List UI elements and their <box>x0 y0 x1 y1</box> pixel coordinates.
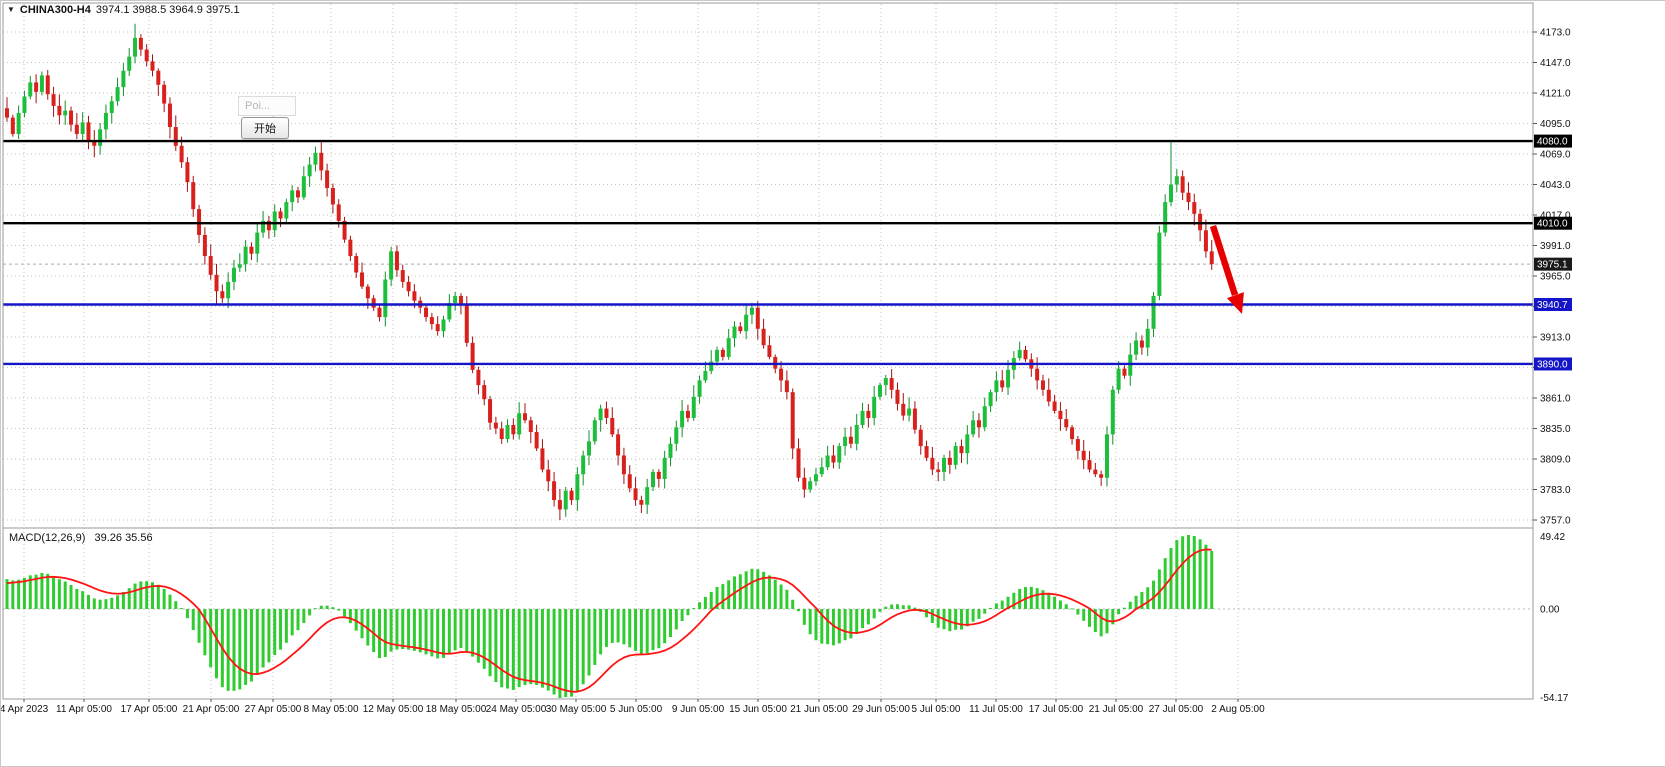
svg-text:15 Jun 05:00: 15 Jun 05:00 <box>729 704 787 715</box>
svg-text:3940.7: 3940.7 <box>1537 300 1568 311</box>
svg-text:3861.0: 3861.0 <box>1540 394 1571 405</box>
popup-truncated-text: Poi... <box>238 96 296 116</box>
svg-text:17 Jul 05:00: 17 Jul 05:00 <box>1029 704 1084 715</box>
price-axis[interactable]: 4173.0 4147.0 4121.0 4095.0 4069.0 4043.0 4017… <box>1533 28 1572 527</box>
macd-values: 39.26 35.56 <box>94 532 153 544</box>
svg-text:21 Jul 05:00: 21 Jul 05:00 <box>1089 704 1144 715</box>
svg-text:3890.0: 3890.0 <box>1537 359 1568 370</box>
horizontal-level-lines[interactable] <box>3 139 1533 366</box>
svg-text:3991.0: 3991.0 <box>1540 241 1571 252</box>
svg-text:17 Apr 05:00: 17 Apr 05:00 <box>121 704 178 715</box>
svg-text:4 Apr 2023: 4 Apr 2023 <box>1 704 49 715</box>
svg-text:24 May 05:00: 24 May 05:00 <box>486 704 547 715</box>
symbol-dropdown-icon[interactable]: ▼ <box>7 5 15 14</box>
svg-text:2 Aug 05:00: 2 Aug 05:00 <box>1211 704 1265 715</box>
svg-text:12 May 05:00: 12 May 05:00 <box>363 704 424 715</box>
symbol-label: CHINA300-H4 <box>19 4 91 16</box>
svg-text:4017.0: 4017.0 <box>1540 211 1571 222</box>
svg-text:3835.0: 3835.0 <box>1540 424 1571 435</box>
ohlc-values: 3974.1 3988.5 3964.9 3975.1 <box>95 4 240 16</box>
svg-text:4121.0: 4121.0 <box>1540 89 1571 100</box>
price-gridlines <box>3 31 1533 521</box>
svg-text:5 Jul 05:00: 5 Jul 05:00 <box>912 704 961 715</box>
svg-text:4095.0: 4095.0 <box>1540 119 1571 130</box>
svg-text:3975.1: 3975.1 <box>1537 260 1568 271</box>
macd-indicator-label: MACD(12,26,9) 39.26 35.56 <box>9 532 153 544</box>
candlesticks <box>5 23 1214 520</box>
svg-text:11 Jul 05:00: 11 Jul 05:00 <box>969 704 1023 715</box>
svg-text:4147.0: 4147.0 <box>1540 58 1571 69</box>
svg-text:4173.0: 4173.0 <box>1540 28 1571 39</box>
svg-text:11 Apr 05:00: 11 Apr 05:00 <box>56 704 112 715</box>
start-button[interactable]: 开始 <box>241 117 289 139</box>
svg-text:3809.0: 3809.0 <box>1540 455 1571 466</box>
svg-text:49.42: 49.42 <box>1540 532 1565 543</box>
svg-text:0.00: 0.00 <box>1540 605 1560 616</box>
chart-title: ▼ CHINA300-H4 3974.1 3988.5 3964.9 3975.… <box>7 4 240 16</box>
time-axis[interactable]: 4 Apr 2023 11 Apr 05:00 17 Apr 05:00 21 Apr… <box>1 699 1265 715</box>
svg-text:27 Jul 05:00: 27 Jul 05:00 <box>1149 704 1204 715</box>
svg-text:21 Jun 05:00: 21 Jun 05:00 <box>790 704 848 715</box>
chart-frame <box>2 2 1534 700</box>
svg-text:-54.17: -54.17 <box>1540 693 1569 704</box>
svg-text:3965.0: 3965.0 <box>1540 272 1571 283</box>
svg-text:4043.0: 4043.0 <box>1540 180 1571 191</box>
macd-axis: 49.42 0.00 -54.17 <box>1540 532 1569 704</box>
macd-name: MACD(12,26,9) <box>9 532 86 544</box>
svg-text:21 Apr 05:00: 21 Apr 05:00 <box>183 704 240 715</box>
down-trend-arrow-annotation[interactable] <box>1209 225 1244 314</box>
svg-text:3783.0: 3783.0 <box>1540 485 1571 496</box>
svg-text:5 Jun 05:00: 5 Jun 05:00 <box>610 704 663 715</box>
svg-text:8 May 05:00: 8 May 05:00 <box>303 704 358 715</box>
svg-text:27 Apr 05:00: 27 Apr 05:00 <box>245 704 302 715</box>
macd-histogram <box>3 535 1533 698</box>
svg-text:3757.0: 3757.0 <box>1540 516 1571 527</box>
svg-text:4010.0: 4010.0 <box>1537 219 1568 230</box>
macd-signal-line <box>6 548 1212 693</box>
svg-text:3913.0: 3913.0 <box>1540 333 1571 344</box>
svg-text:4080.0: 4080.0 <box>1537 137 1568 148</box>
svg-text:4069.0: 4069.0 <box>1540 150 1571 161</box>
svg-text:29 Jun 05:00: 29 Jun 05:00 <box>852 704 910 715</box>
popup: Poi... 开始 <box>238 96 296 139</box>
svg-text:30 May 05:00: 30 May 05:00 <box>546 704 607 715</box>
svg-text:18 May 05:00: 18 May 05:00 <box>426 704 487 715</box>
svg-text:9 Jun 05:00: 9 Jun 05:00 <box>672 704 725 715</box>
